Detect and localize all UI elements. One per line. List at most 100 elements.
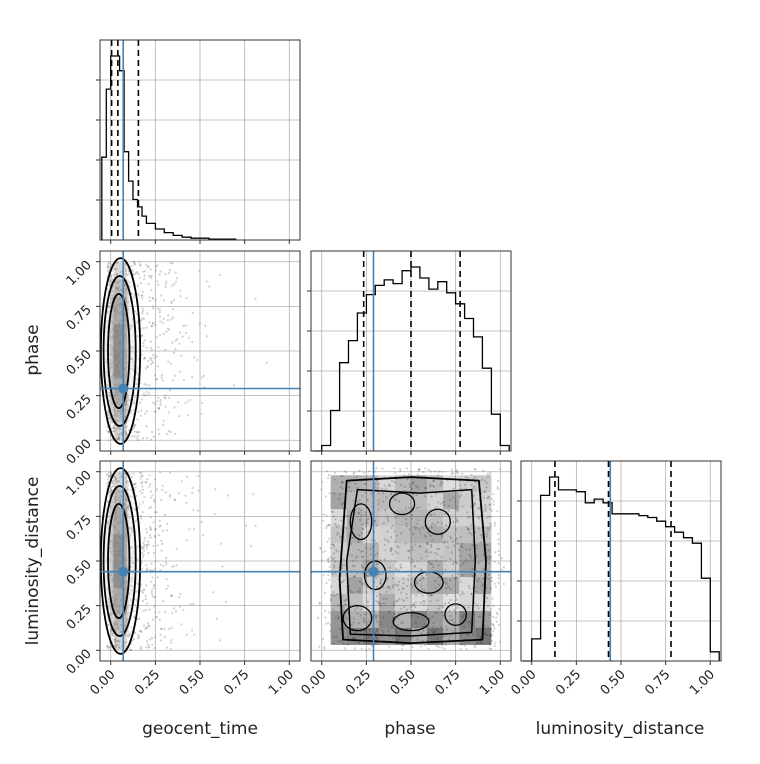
sample-point: [455, 561, 458, 564]
density-cell-2-1-61: [427, 611, 444, 628]
sample-point: [164, 348, 167, 351]
sample-point: [165, 646, 168, 649]
sample-point: [146, 567, 149, 570]
sample-point: [117, 640, 120, 643]
sample-point: [437, 501, 440, 504]
sample-point: [132, 260, 135, 263]
sample-point: [448, 635, 452, 638]
sample-point: [120, 288, 123, 291]
sample-point: [328, 492, 331, 495]
sample-point: [375, 615, 378, 618]
sample-point: [176, 338, 179, 341]
sample-point: [405, 608, 408, 611]
sample-point: [117, 324, 120, 328]
sample-point: [117, 437, 120, 440]
sample-point: [109, 539, 113, 542]
sample-point: [442, 503, 446, 507]
sample-point: [117, 352, 120, 355]
sample-point: [152, 544, 155, 548]
sample-point: [135, 494, 138, 498]
sample-point: [150, 438, 153, 441]
sample-point: [115, 557, 118, 560]
sample-point: [170, 594, 174, 598]
sample-point: [191, 629, 194, 632]
sample-point: [154, 595, 157, 598]
sample-point: [453, 560, 456, 563]
sample-point: [361, 565, 364, 568]
sample-point: [327, 473, 330, 477]
sample-point: [108, 301, 111, 304]
sample-point: [367, 560, 370, 563]
sample-point: [106, 500, 109, 503]
sample-point: [135, 383, 139, 386]
sample-point: [111, 376, 114, 380]
sample-point: [343, 564, 346, 567]
sample-point: [118, 359, 121, 363]
sample-point: [119, 313, 123, 316]
sample-point: [107, 605, 110, 609]
sample-point: [125, 425, 129, 428]
sample-point: [150, 580, 153, 583]
sample-point: [112, 337, 115, 340]
sample-point: [352, 527, 355, 531]
sample-point: [326, 558, 329, 561]
sample-point: [340, 503, 344, 506]
sample-point: [125, 618, 129, 621]
sample-point: [150, 324, 154, 328]
sample-point: [107, 391, 111, 395]
sample-point: [379, 582, 382, 585]
sample-point: [137, 637, 140, 640]
sample-point: [120, 432, 123, 435]
sample-point: [420, 578, 423, 581]
sample-point: [150, 589, 153, 593]
sample-point: [323, 646, 326, 649]
sample-point: [170, 300, 173, 303]
sample-point: [117, 596, 120, 599]
sample-point: [191, 311, 194, 315]
sample-point: [365, 560, 368, 563]
contour-2-1-blob-7: [444, 603, 468, 626]
sample-point: [116, 391, 119, 394]
sample-point: [116, 499, 119, 502]
sample-point: [394, 583, 397, 586]
sample-point: [115, 623, 118, 626]
sample-point: [332, 591, 335, 594]
sample-point: [147, 643, 150, 646]
sample-point: [125, 581, 128, 584]
sample-point: [403, 474, 406, 477]
sample-point: [394, 540, 397, 544]
sample-point: [168, 396, 171, 399]
sample-point: [459, 593, 462, 597]
sample-point: [484, 506, 487, 509]
sample-point: [142, 553, 145, 556]
sample-point: [329, 623, 332, 626]
sample-point: [113, 314, 116, 317]
sample-point: [148, 384, 151, 387]
sample-point: [459, 580, 462, 583]
sample-point: [148, 485, 151, 488]
sample-point: [321, 638, 325, 641]
sample-point: [373, 470, 377, 473]
sample-point: [116, 401, 119, 404]
sample-point: [123, 312, 126, 315]
sample-point: [123, 472, 126, 475]
sample-point: [145, 543, 149, 547]
sample-point: [170, 641, 173, 644]
sample-point: [119, 413, 123, 416]
sample-point: [110, 631, 113, 634]
sample-point: [147, 265, 150, 268]
sample-point: [355, 475, 358, 478]
sample-point: [107, 645, 110, 648]
sample-point: [118, 346, 121, 349]
sample-point: [160, 539, 163, 542]
sample-point: [112, 359, 116, 362]
sample-point: [117, 619, 120, 623]
sample-point: [108, 282, 111, 285]
sample-point: [113, 475, 116, 479]
sample-point: [111, 297, 114, 300]
sample-point: [117, 646, 121, 649]
sample-point: [196, 358, 199, 361]
sample-point: [356, 606, 359, 610]
density-cell-2-1-81: [459, 611, 476, 628]
sample-point: [492, 615, 495, 619]
